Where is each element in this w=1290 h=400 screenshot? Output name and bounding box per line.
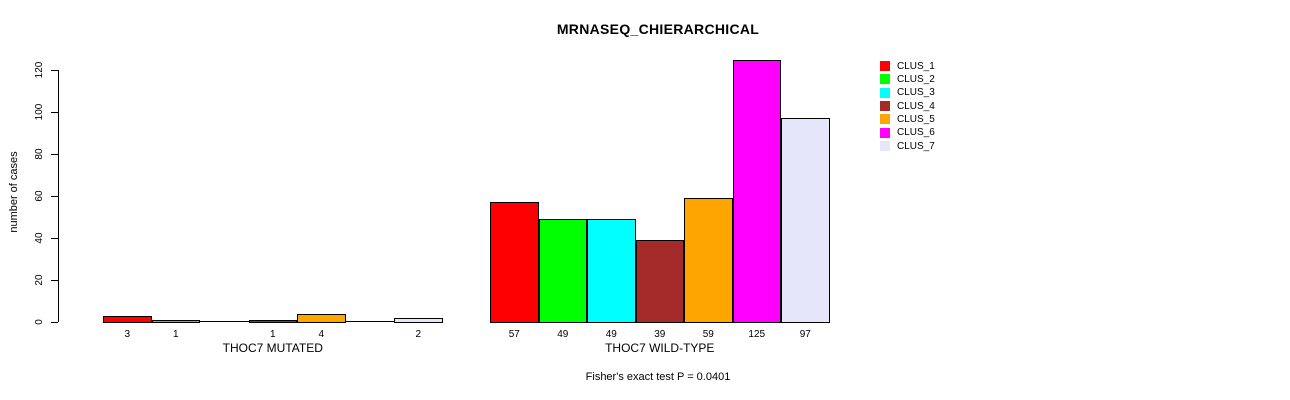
- legend-label: CLUS_2: [897, 73, 935, 85]
- bar-value-label: 97: [799, 329, 811, 340]
- bar-clus_2: [538, 219, 587, 323]
- group-label: THOC7 MUTATED: [222, 341, 323, 355]
- y-axis-tick-label: 120: [34, 61, 45, 79]
- legend-label: CLUS_1: [897, 60, 935, 72]
- legend-swatch-clus_6: [880, 127, 890, 138]
- legend-swatch-clus_7: [880, 141, 890, 152]
- bar-clus_4: [248, 320, 297, 323]
- legend-label: CLUS_3: [897, 87, 935, 99]
- y-axis-tick: [51, 154, 58, 155]
- bar-clus_2: [151, 320, 200, 323]
- y-axis-tick-label: 40: [34, 232, 45, 244]
- bar-value-label: 2: [415, 329, 422, 340]
- y-axis-tick: [51, 112, 58, 113]
- legend-swatch-clus_1: [880, 61, 890, 71]
- y-axis-tick: [51, 196, 58, 197]
- legend-label: CLUS_4: [897, 100, 935, 112]
- bar-value-label: 59: [702, 329, 714, 340]
- bar-value-label: 4: [318, 329, 325, 340]
- bar-clus_4: [635, 240, 684, 323]
- bar-clus_5: [684, 198, 733, 323]
- legend-swatch-clus_4: [880, 101, 890, 111]
- y-axis-tick-label: 20: [34, 274, 45, 286]
- bar-value-label: 3: [124, 329, 131, 340]
- bar-clus_7: [781, 118, 830, 323]
- bar-value-label: 39: [654, 329, 666, 340]
- legend-swatch-clus_3: [880, 87, 890, 98]
- legend-label: CLUS_5: [897, 113, 935, 125]
- bar-value-label: 1: [269, 329, 276, 340]
- y-axis-line: [58, 70, 59, 322]
- y-axis-tick: [51, 280, 58, 281]
- legend-swatch-clus_2: [880, 74, 890, 85]
- bar-value-label: 57: [508, 329, 520, 340]
- chart-title: MRNASEQ_CHIERARCHICAL: [556, 21, 760, 37]
- y-axis-tick: [51, 322, 58, 323]
- y-axis-tick-label: 60: [34, 190, 45, 202]
- y-axis-tick: [51, 238, 58, 239]
- legend-label: CLUS_6: [897, 127, 935, 139]
- legend-swatch-clus_5: [880, 114, 890, 125]
- y-axis-tick-label: 80: [34, 148, 45, 160]
- y-axis-tick-label: 100: [34, 103, 45, 121]
- bar-value-label: 49: [605, 329, 617, 340]
- fisher-test-annotation: Fisher's exact test P = 0.0401: [585, 371, 731, 383]
- y-axis-title: number of cases: [8, 151, 20, 233]
- bar-clus_5: [297, 314, 346, 323]
- group-label: THOC7 WILD-TYPE: [605, 341, 715, 355]
- y-axis-tick: [51, 70, 58, 71]
- bar-value-label: 1: [172, 329, 179, 340]
- bar-clus_3: [587, 219, 636, 323]
- bar-value-label: 125: [748, 329, 766, 340]
- bar-value-label: 49: [557, 329, 569, 340]
- bar-clus_7: [394, 318, 443, 323]
- legend-label: CLUS_7: [897, 140, 935, 152]
- bar-clus_6: [732, 60, 781, 323]
- y-axis-tick-label: 0: [34, 319, 45, 325]
- bar-clus_1: [490, 202, 539, 323]
- bar-clus_1: [103, 316, 152, 323]
